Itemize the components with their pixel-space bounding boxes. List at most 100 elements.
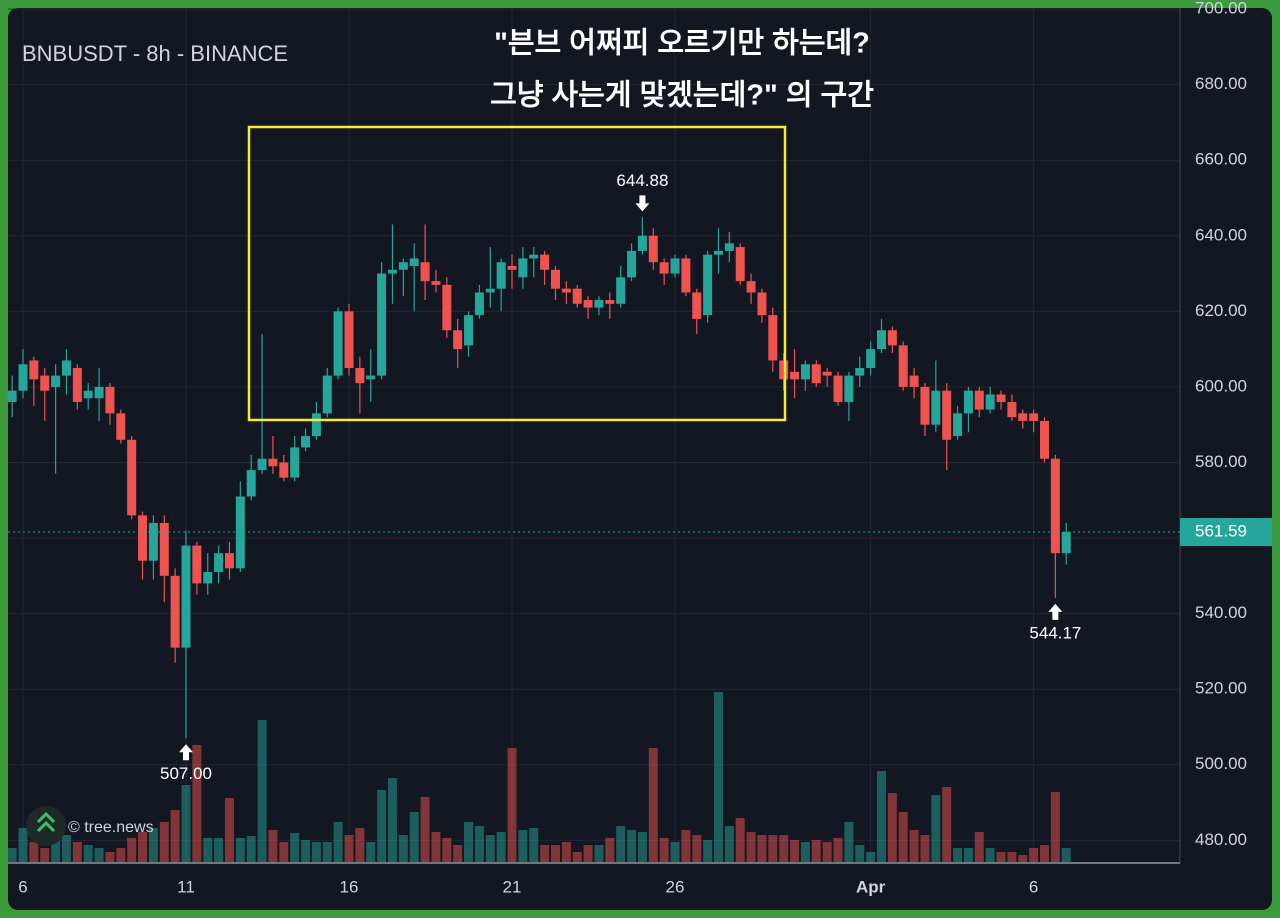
highlight-box	[247, 125, 787, 422]
watermark-icon-arrows	[36, 811, 56, 833]
candle-body	[51, 375, 61, 387]
volume-bar	[29, 842, 39, 862]
volume-bar	[887, 793, 897, 862]
volume-bar	[583, 845, 593, 862]
candle-body	[377, 273, 387, 376]
overlay-layer: 480.00500.00520.00540.00560.00580.00600.…	[8, 0, 1272, 896]
volume-bar	[779, 835, 789, 862]
volume-bar	[1050, 792, 1060, 862]
volume-bar	[18, 828, 28, 862]
candle-body	[105, 386, 115, 414]
y-tick-label: 480.00	[1195, 830, 1247, 849]
annotation-label: 644.88	[616, 171, 668, 190]
candle-body	[72, 368, 82, 403]
x-tick-label: 16	[340, 877, 359, 896]
candle-body	[648, 235, 658, 263]
x-tick-label: 6	[18, 877, 27, 896]
chart-background	[8, 8, 1272, 910]
volume-bar	[1061, 848, 1071, 862]
volume-bar	[605, 838, 615, 862]
candle-body	[322, 375, 332, 414]
volume-bar	[246, 836, 256, 862]
volume-bar	[116, 848, 126, 862]
candle-body	[681, 258, 691, 293]
volume-bar	[822, 842, 832, 862]
candle-body	[898, 345, 908, 387]
candle-body	[844, 375, 854, 403]
volume-bar	[355, 828, 365, 862]
candle-body	[605, 300, 615, 304]
candle-body	[800, 364, 810, 380]
volume-bar	[746, 832, 756, 862]
candle-body	[224, 553, 234, 569]
volume-bar	[855, 845, 865, 862]
volume-bar	[279, 842, 289, 862]
volume-bar	[420, 797, 430, 862]
candle-body	[496, 262, 506, 289]
candle-body	[790, 371, 800, 380]
volume-bar	[648, 748, 658, 862]
volume-bar	[311, 842, 321, 862]
volume-bar	[290, 833, 300, 862]
candle-body	[474, 292, 484, 316]
volume-bar	[1007, 852, 1017, 862]
volume-bar	[235, 838, 245, 862]
candle-body	[540, 254, 550, 270]
candle-body	[420, 262, 430, 282]
y-tick-label: 520.00	[1195, 679, 1247, 698]
candle-body	[311, 413, 321, 437]
candle-body	[344, 311, 354, 369]
candle-body	[442, 284, 452, 331]
candle-body	[866, 349, 876, 369]
candle-body	[387, 269, 397, 274]
candle-body	[637, 235, 647, 251]
volume-bar	[735, 818, 745, 862]
candle-body	[1039, 420, 1049, 459]
volume-bar	[83, 845, 93, 862]
candle-body	[692, 292, 702, 319]
volume-bar	[681, 830, 691, 862]
candle-body	[1007, 402, 1017, 418]
candle-body	[887, 330, 897, 346]
x-tick-label: 11	[177, 877, 195, 896]
candle-body	[735, 247, 745, 282]
candle-body	[203, 572, 213, 584]
x-tick-label: 26	[666, 877, 685, 896]
volume-bar	[1018, 855, 1028, 862]
candle-body	[659, 262, 669, 274]
volume-bar	[181, 785, 191, 862]
volume-bar	[192, 745, 202, 862]
candle-body	[1018, 413, 1028, 421]
candle-body	[746, 281, 756, 293]
candle-body	[148, 522, 158, 561]
volume-bar	[94, 848, 104, 862]
volume-bar	[844, 822, 854, 862]
volume-bar	[670, 842, 680, 862]
candle-body	[724, 243, 734, 251]
volume-bar	[909, 830, 919, 862]
x-tick-label: 6	[1029, 877, 1038, 896]
candle-body	[768, 315, 778, 361]
candle-body	[855, 368, 865, 376]
candle-body	[713, 250, 723, 255]
volume-bar	[963, 848, 973, 862]
candle-body	[181, 545, 191, 648]
candle-body	[398, 262, 408, 270]
candle-body	[257, 458, 267, 471]
volume-bar	[453, 845, 463, 862]
volume-bar	[214, 838, 224, 862]
volume-bar	[724, 826, 734, 862]
caption-line: "븐브 어쩌피 오르기만 하는데?	[494, 27, 870, 60]
volume-bar	[105, 852, 115, 862]
candle-body	[572, 288, 582, 304]
candle-body	[464, 315, 474, 346]
candle-body	[355, 368, 365, 384]
candle-body	[301, 436, 311, 448]
volume-bar	[507, 748, 517, 862]
candle-body	[1061, 532, 1071, 554]
volume-bar	[627, 830, 637, 862]
candle-body	[616, 277, 626, 304]
volume-bar	[594, 845, 604, 862]
volume-bar	[431, 832, 441, 862]
